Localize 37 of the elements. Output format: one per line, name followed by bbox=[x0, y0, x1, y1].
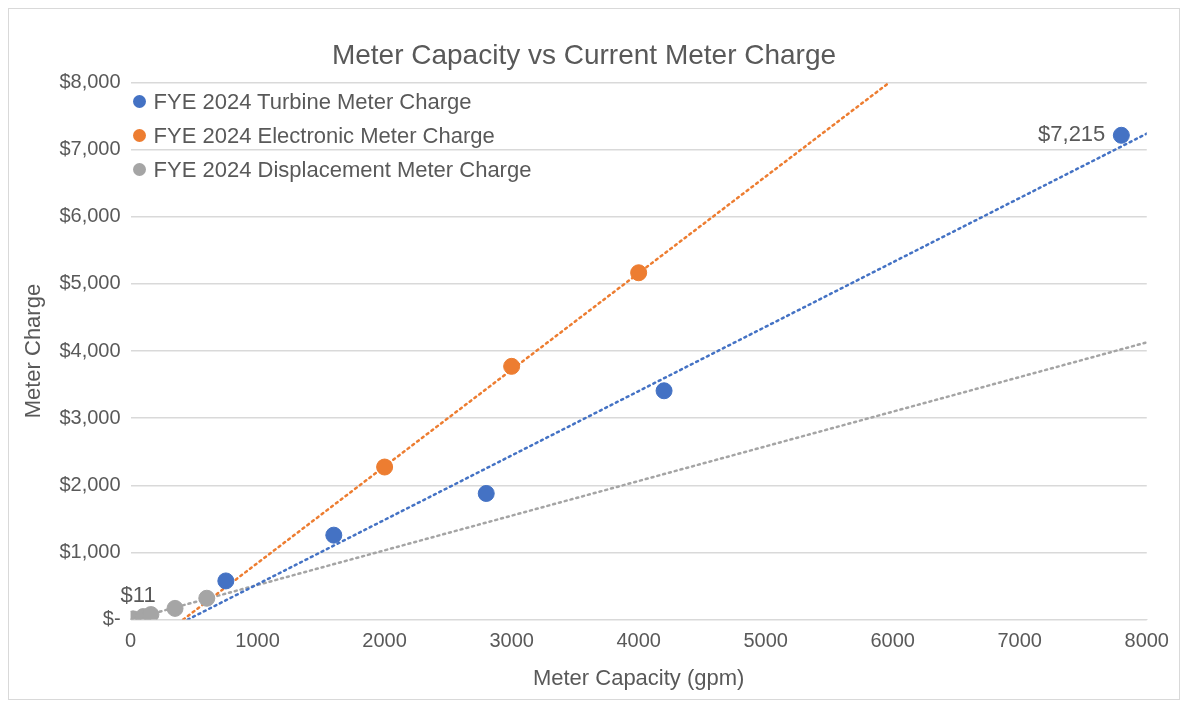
data-label: $11 bbox=[120, 581, 156, 607]
x-tick-label: 2000 bbox=[362, 629, 407, 652]
x-axis-title: Meter Capacity (gpm) bbox=[532, 664, 745, 690]
point bbox=[217, 572, 235, 590]
y-tick-label: $7,000 bbox=[59, 137, 121, 160]
x-tick-label: 0 bbox=[125, 629, 137, 652]
point bbox=[503, 357, 521, 375]
y-tick-label: $5,000 bbox=[59, 271, 121, 294]
x-tick-label: 8000 bbox=[1124, 629, 1169, 652]
point bbox=[1112, 126, 1130, 144]
x-tick-label: 7000 bbox=[997, 629, 1042, 652]
data-label: $7,215 bbox=[1038, 121, 1106, 147]
point bbox=[477, 484, 495, 502]
x-tick-label: 4000 bbox=[616, 629, 661, 652]
point bbox=[198, 589, 216, 607]
legend-label: FYE 2024 Displacement Meter Charge bbox=[153, 155, 532, 184]
point bbox=[655, 382, 673, 400]
x-tick-label: 5000 bbox=[743, 629, 788, 652]
y-tick-label: $6,000 bbox=[59, 204, 121, 227]
chart-title: Meter Capacity vs Current Meter Charge bbox=[331, 38, 837, 70]
x-tick-label: 1000 bbox=[235, 629, 280, 652]
x-tick-label: 6000 bbox=[870, 629, 915, 652]
y-tick-label: $3,000 bbox=[59, 405, 121, 428]
y-tick-label: $- bbox=[102, 607, 121, 630]
point bbox=[376, 458, 394, 476]
x-tick-label: 3000 bbox=[489, 629, 534, 652]
y-tick-label: $1,000 bbox=[59, 539, 121, 562]
point bbox=[142, 606, 160, 620]
y-axis-title: Meter Charge bbox=[20, 283, 46, 419]
y-tick-label: $4,000 bbox=[59, 338, 121, 361]
legend-label: FYE 2024 Turbine Meter Charge bbox=[153, 87, 472, 116]
legend-label: FYE 2024 Electronic Meter Charge bbox=[153, 121, 495, 150]
y-tick-label: $2,000 bbox=[59, 472, 121, 495]
y-tick-label: $8,000 bbox=[59, 70, 121, 93]
point bbox=[325, 526, 343, 544]
point bbox=[166, 599, 184, 617]
point bbox=[630, 264, 648, 282]
